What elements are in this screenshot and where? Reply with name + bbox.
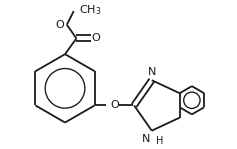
Text: N: N [148,67,156,77]
Text: CH$_3$: CH$_3$ [79,3,101,17]
Text: H: H [156,136,164,146]
Text: O: O [110,100,119,110]
Text: N: N [142,134,150,144]
Text: O: O [91,33,100,43]
Text: O: O [55,20,64,30]
